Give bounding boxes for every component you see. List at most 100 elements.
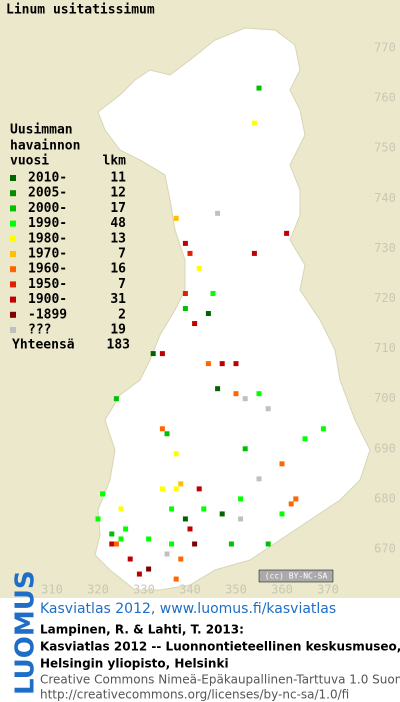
- y-tick-label: 670: [374, 542, 396, 556]
- observation-square: [109, 541, 115, 547]
- legend-swatch: [10, 205, 16, 212]
- y-tick-label: 680: [374, 491, 396, 505]
- observation-square: [210, 290, 216, 296]
- observation-square: [302, 436, 308, 442]
- observation-square: [173, 486, 179, 492]
- observation-square: [233, 361, 239, 367]
- observation-square: [288, 501, 294, 507]
- license-url[interactable]: http://creativecommons.org/licenses/by-n…: [40, 688, 349, 702]
- legend-label: 1960-: [28, 262, 67, 277]
- legend-heading: havainnon: [10, 139, 80, 154]
- x-tick-label: 350: [225, 583, 247, 597]
- observation-square: [118, 536, 124, 542]
- citation: Kasviatlas 2012 -- Luonnontieteellinen k…: [40, 640, 400, 654]
- observation-square: [146, 536, 152, 542]
- legend-count-header: lkm: [103, 154, 127, 169]
- observation-square: [196, 265, 202, 271]
- observation-square: [159, 351, 165, 357]
- observation-square: [173, 215, 179, 221]
- observation-square: [233, 391, 239, 397]
- observation-square: [178, 556, 184, 562]
- legend-swatch: [10, 311, 16, 318]
- title: Linum usitatissimum: [6, 3, 155, 18]
- observation-square: [219, 361, 225, 367]
- x-tick-label: 320: [87, 583, 109, 597]
- citation: Lampinen, R. & Lahti, T. 2013:: [40, 623, 244, 637]
- observation-square: [201, 506, 207, 512]
- legend-year-header: vuosi: [10, 154, 49, 169]
- y-tick-label: 730: [374, 241, 396, 255]
- observation-square: [109, 531, 115, 537]
- observation-square: [159, 486, 165, 492]
- observation-square: [159, 426, 165, 432]
- legend-heading: Uusimman: [10, 123, 73, 138]
- citation: Helsingin yliopisto, Helsinki: [40, 657, 229, 671]
- observation-square: [100, 491, 106, 497]
- y-tick-label: 750: [374, 141, 396, 155]
- observation-square: [169, 541, 175, 547]
- observation-square: [320, 426, 326, 432]
- observation-square: [284, 230, 290, 236]
- legend-swatch: [10, 175, 16, 181]
- observation-square: [256, 476, 262, 482]
- legend-count: 19: [110, 323, 126, 338]
- observation-square: [265, 406, 271, 412]
- legend-count: 16: [110, 262, 126, 277]
- credits-link[interactable]: Kasviatlas 2012, www.luomus.fi/kasviatla…: [40, 601, 336, 617]
- observation-square: [205, 361, 211, 367]
- observation-square: [238, 516, 244, 522]
- observation-square: [150, 351, 156, 357]
- observation-square: [256, 85, 262, 91]
- observation-square: [113, 541, 119, 547]
- legend-count: 12: [110, 186, 126, 201]
- observation-square: [136, 571, 142, 577]
- finland-outline: [94, 27, 371, 591]
- observation-square: [228, 541, 234, 547]
- observation-square: [164, 431, 170, 437]
- y-tick-label: 760: [374, 91, 396, 105]
- y-tick-label: 710: [374, 341, 396, 355]
- observation-square: [182, 306, 188, 312]
- observation-square: [178, 481, 184, 487]
- observation-square: [192, 321, 198, 327]
- y-tick-label: 690: [374, 441, 396, 455]
- observation-square: [146, 566, 152, 572]
- observation-square: [196, 486, 202, 492]
- observation-square: [219, 511, 225, 517]
- y-tick-label: 740: [374, 191, 396, 205]
- legend-count: 7: [118, 277, 126, 292]
- legend-count: 31: [110, 292, 126, 307]
- observation-square: [279, 511, 285, 517]
- legend-count: 48: [110, 216, 126, 231]
- legend-label: 2000-: [28, 201, 67, 216]
- observation-square: [293, 496, 299, 502]
- license-label: (cc) BY-NC-SA: [265, 572, 328, 581]
- license-text: Creative Commons Nimeä-Epäkaupallinen-Ta…: [40, 673, 400, 687]
- x-tick-label: 340: [179, 583, 201, 597]
- observation-square: [242, 446, 248, 452]
- legend-label: 1900-: [28, 292, 67, 307]
- observation-square: [215, 386, 221, 392]
- y-tick-label: 720: [374, 291, 396, 305]
- observation-square: [95, 516, 101, 522]
- legend-swatch: [10, 251, 16, 257]
- observation-square: [187, 526, 193, 532]
- observation-square: [251, 250, 257, 256]
- legend-count: 17: [110, 201, 126, 216]
- observation-square: [205, 311, 211, 317]
- observation-square: [173, 576, 179, 582]
- logo: LUOMUS: [11, 570, 41, 695]
- legend-swatch: [10, 296, 16, 303]
- y-tick-label: 770: [374, 41, 396, 55]
- observation-square: [164, 551, 170, 557]
- legend-label: 1950-: [28, 277, 67, 292]
- observation-square: [173, 451, 179, 457]
- x-tick-label: 310: [41, 583, 63, 597]
- observation-square: [265, 541, 271, 547]
- observation-square: [127, 556, 133, 562]
- legend-label: 1970-: [28, 247, 67, 262]
- legend-label: 2005-: [28, 186, 67, 201]
- legend-label: 1980-: [28, 231, 67, 246]
- legend-label: ???: [28, 323, 51, 338]
- license-badge: (cc) BY-NC-SA: [258, 569, 334, 583]
